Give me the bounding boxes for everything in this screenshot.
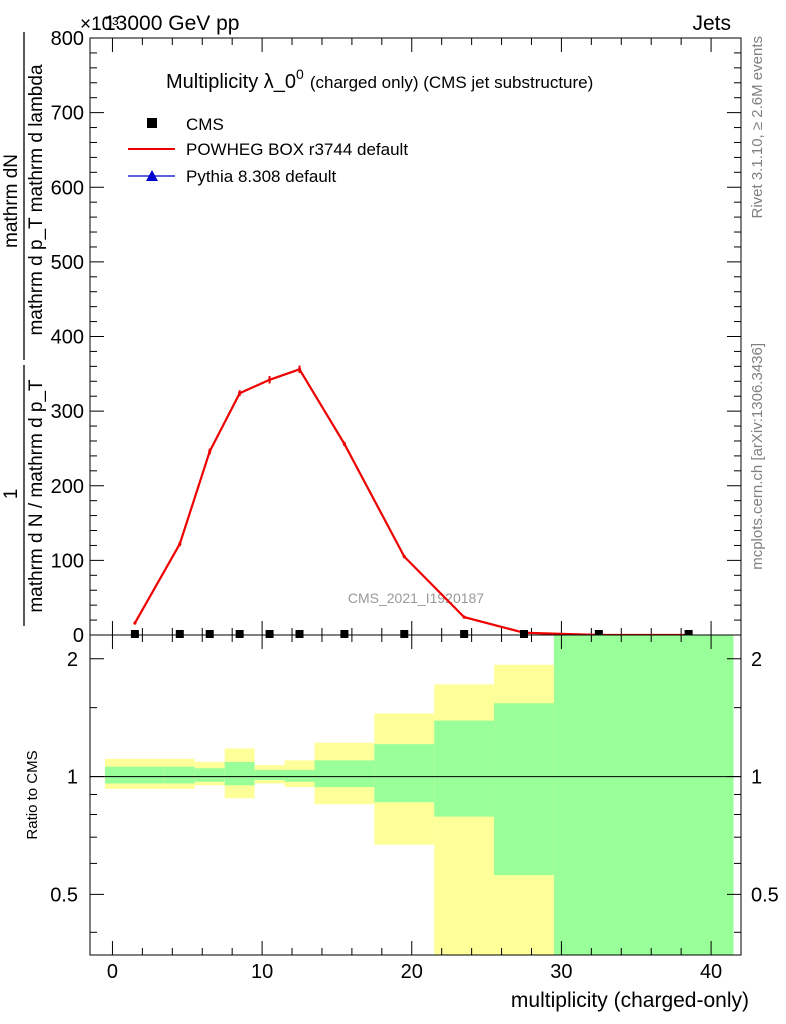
main-y-tick-label: 300 (51, 401, 84, 423)
main-title-note: (charged only) (CMS jet substructure) (310, 73, 593, 92)
main-y-tick-label: 600 (51, 177, 84, 199)
main-y-tick-label: 700 (51, 103, 84, 125)
cms-point (460, 630, 469, 638)
legend-cms-marker (147, 118, 157, 128)
ratio-y-label: Ratio to CMS (24, 750, 41, 839)
cms-point (684, 630, 693, 638)
x-tick-label: 20 (401, 961, 423, 983)
legend-pythia-marker (146, 170, 158, 181)
main-y-tick-label: 100 (51, 550, 84, 572)
header-right: Jets (692, 12, 731, 35)
cms-point (594, 630, 603, 638)
y-label-num-1: 1 (1, 489, 22, 500)
cms-point (130, 630, 139, 638)
main-y-label: 1 mathrm d N / mathrm d p_T mathrm dN ma… (1, 32, 47, 626)
ratio-y-tick-label-right: 2 (751, 649, 762, 671)
y-exponent: ×10³ (80, 14, 119, 35)
ratio-band-inner (434, 720, 495, 817)
ratio-y-tick-label-right: 1 (751, 767, 762, 789)
ratio-y-tick-label: 1 (67, 767, 78, 789)
ratio-bands (104, 635, 734, 955)
x-tick-label: 0 (107, 961, 118, 983)
cms-point (295, 630, 304, 638)
legend: CMS POWHEG BOX r3744 default Pythia 8.30… (128, 115, 408, 186)
powheg-point (342, 442, 347, 446)
ratio-band-inner (224, 761, 255, 786)
legend-powheg-label: POWHEG BOX r3744 default (186, 140, 408, 159)
cms-point (265, 630, 274, 638)
ratio-band-inner (194, 768, 225, 782)
ratio-band-inner (314, 760, 375, 788)
cms-point (400, 630, 409, 638)
cms-point (340, 630, 349, 638)
y-label-den-2: mathrm d p_T mathrm d lambda (26, 64, 47, 335)
main-title-text: Multiplicity λ_0 (166, 71, 296, 93)
cms-point (205, 630, 214, 638)
ratio-band-inner (553, 635, 734, 955)
ratio-band-inner (254, 769, 285, 780)
powheg-point (178, 542, 182, 546)
main-y-tick-label: 0 (73, 625, 84, 647)
main-y-ticks: 0 100 200 300 400 500 600 700 800 (51, 28, 741, 647)
y-label-num-2: mathrm dN (1, 154, 22, 248)
x-tick-label: 10 (251, 961, 273, 983)
ratio-band-inner (494, 703, 554, 876)
ratio-band-inner (104, 766, 165, 784)
main-y-tick-label: 400 (51, 327, 84, 349)
x-axis-label: multiplicity (charged-only) (511, 989, 749, 1012)
ratio-y-tick-label: 0.5 (50, 884, 78, 906)
y-label-den-1: mathrm d N / mathrm d p_T (26, 379, 47, 613)
cms-point (175, 630, 184, 638)
cms-point (520, 630, 528, 638)
powheg-point (133, 621, 137, 625)
rivet-label: Rivet 3.1.10, ≥ 2.6M events (749, 36, 766, 219)
powheg-point (238, 391, 242, 395)
powheg-line (133, 368, 689, 637)
main-y-tick-label: 200 (51, 476, 84, 498)
ratio-plot: 0.5 0.51 12 20 10 20 30 40 Ratio to CMS multipl… (24, 634, 779, 1012)
powheg-point (267, 378, 272, 382)
main-title: Multiplicity λ_00 (charged only) (CMS jet… (166, 66, 593, 93)
powheg-point (208, 449, 212, 454)
ratio-band-inner (284, 769, 315, 782)
x-tick-label: 30 (550, 961, 572, 983)
powheg-point (402, 555, 406, 559)
main-series (130, 365, 693, 638)
main-plot: 0 100 200 300 400 500 600 700 800 CMS_2021_I1920… (1, 28, 742, 647)
main-x-ticks (111, 38, 712, 635)
powheg-point (462, 615, 466, 619)
main-title-sup: 0 (296, 66, 304, 82)
ratio-y-tick-label: 2 (67, 649, 78, 671)
main-y-tick-label: 800 (51, 28, 84, 50)
watermark: CMS_2021_I1920187 (348, 590, 484, 606)
mcplots-label: mcplots.cern.ch [arXiv:1306.3436] (749, 343, 766, 570)
ratio-band-inner (374, 744, 435, 803)
x-tick-label: 40 (700, 961, 722, 983)
ratio-ticks: 0.5 0.51 12 20 10 20 30 40 (50, 635, 779, 983)
ratio-y-tick-label-right: 0.5 (751, 884, 779, 906)
cms-point (235, 630, 244, 638)
main-y-tick-label: 500 (51, 252, 84, 274)
ratio-plot-frame (89, 634, 742, 956)
ratio-band-inner (164, 766, 195, 784)
legend-pythia-label: Pythia 8.308 default (186, 167, 337, 186)
legend-cms-label: CMS (186, 115, 224, 134)
header-left: 13000 GeV pp (104, 12, 239, 35)
powheg-point (297, 367, 302, 371)
